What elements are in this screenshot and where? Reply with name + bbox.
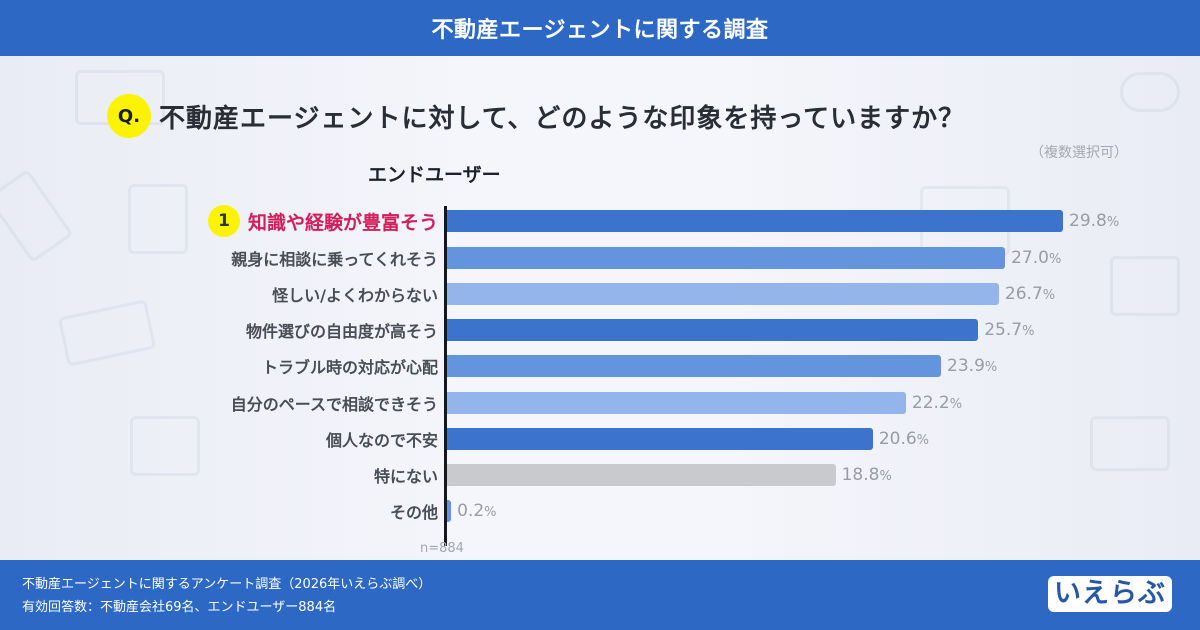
chart-area: Q. 不動産エージェントに対して、どのような印象を持っていますか？ （複数選択可… (0, 56, 1200, 560)
ierabu-logo: いえらぶ (1048, 576, 1172, 612)
cloud-icon (1120, 72, 1180, 112)
y-axis-line (444, 206, 447, 546)
category-text: 物件選びの自由度が高そう (245, 322, 438, 341)
value-number: 23.9 (947, 356, 985, 376)
bar-row: 物件選びの自由度が高そう 25.7% (0, 315, 1200, 345)
value-number: 18.8 (841, 465, 880, 485)
document-icon (128, 184, 188, 254)
bar (447, 428, 873, 450)
value-label: 20.6% (879, 429, 929, 449)
category-text: 親身に相談に乗ってくれそう (231, 250, 438, 269)
bar-row: 特にない 18.8% (0, 460, 1200, 490)
value-number: 0.2 (457, 501, 485, 521)
bar (447, 392, 906, 414)
category-text: その他 (389, 503, 438, 522)
percent-sign: % (1042, 288, 1056, 303)
percent-sign: % (1106, 215, 1120, 230)
multiple-choice-note: （複数選択可） (1030, 145, 1128, 161)
value-number: 27.0 (1011, 248, 1049, 268)
bar (447, 355, 942, 377)
value-label: 25.7% (984, 320, 1034, 340)
percent-sign: % (916, 433, 930, 448)
bar-row: トラブル時の対応が心配 23.9% (0, 351, 1200, 381)
bar-row: 1 知識や経験が豊富そう 29.8% (0, 205, 1200, 237)
bar (447, 500, 452, 522)
category-text: 特にない (373, 467, 438, 486)
category-label: 個人なので不安 (326, 427, 438, 451)
category-text: 自分のペースで相談できそう (230, 395, 438, 414)
bar (447, 247, 1006, 269)
sample-size: n=884 (420, 541, 464, 556)
folder-icon (130, 416, 200, 476)
footer: 不動産エージェントに関するアンケート調査（2026年いえらぶ調べ） 有効回答数：… (0, 560, 1200, 630)
bar-row: 親身に相談に乗ってくれそう 27.0% (0, 243, 1200, 273)
footer-response-count: 有効回答数：不動産会社69名、エンドユーザー884名 (22, 600, 337, 615)
value-label: 18.8% (842, 465, 892, 485)
percent-sign: % (1022, 324, 1035, 339)
percent-sign: % (879, 469, 892, 484)
percent-sign: % (484, 505, 497, 520)
value-number: 22.2 (911, 393, 950, 413)
percent-sign: % (949, 397, 963, 412)
respondent-group-label: エンドユーザー (368, 164, 501, 186)
category-text: 怪しい/よくわからない (272, 286, 438, 305)
category-text: トラブル時の対応が心配 (261, 358, 438, 377)
percent-sign: % (984, 360, 998, 375)
value-number: 25.7 (984, 320, 1023, 340)
value-label: 23.9% (947, 356, 997, 376)
bar-row: 自分のペースで相談できそう 22.2% (0, 388, 1200, 418)
monitor-icon (1110, 256, 1180, 316)
bar-row: 怪しい/よくわからない 26.7% (0, 279, 1200, 309)
rank-badge: 1 (207, 205, 240, 237)
bar-row: その他 0.2% (0, 496, 1200, 526)
value-number: 29.8 (1069, 211, 1107, 231)
value-label: 29.8% (1069, 211, 1119, 231)
value-label: 26.7% (1005, 284, 1055, 304)
category-label: 特にない (374, 463, 438, 487)
video-icon (1090, 416, 1170, 471)
value-number: 26.7 (1004, 284, 1043, 304)
category-label: 親身に相談に乗ってくれそう (231, 246, 438, 270)
bar (447, 319, 979, 341)
category-label: その他 (390, 499, 438, 523)
category-label: 自分のペースで相談できそう (231, 391, 438, 415)
value-number: 20.6 (878, 429, 917, 449)
bar (447, 464, 836, 486)
category-text: 知識や経験が豊富そう (247, 211, 438, 234)
bar-row: 個人なので不安 20.6% (0, 424, 1200, 454)
value-label: 22.2% (912, 393, 962, 413)
category-label: 怪しい/よくわからない (272, 282, 438, 306)
question-badge: Q. (107, 94, 151, 138)
category-label: トラブル時の対応が心配 (262, 354, 438, 378)
percent-sign: % (1048, 252, 1062, 267)
footer-survey-source: 不動産エージェントに関するアンケート調査（2026年いえらぶ調べ） (22, 577, 432, 592)
value-label: 27.0% (1011, 248, 1061, 268)
question-text: 不動産エージェントに対して、どのような印象を持っていますか？ (159, 103, 966, 134)
category-label: 物件選びの自由度が高そう (246, 318, 438, 342)
value-label: 0.2% (457, 501, 496, 521)
bar (447, 210, 1063, 232)
survey-title: 不動産エージェントに関する調査 (431, 18, 769, 43)
bar (447, 283, 999, 305)
category-text: 個人なので不安 (325, 431, 438, 450)
header-bar: 不動産エージェントに関する調査 (0, 0, 1200, 56)
question: Q. 不動産エージェントに対して、どのような印象を持っていますか？ (107, 94, 966, 138)
category-label: 1 知識や経験が豊富そう (207, 205, 438, 237)
